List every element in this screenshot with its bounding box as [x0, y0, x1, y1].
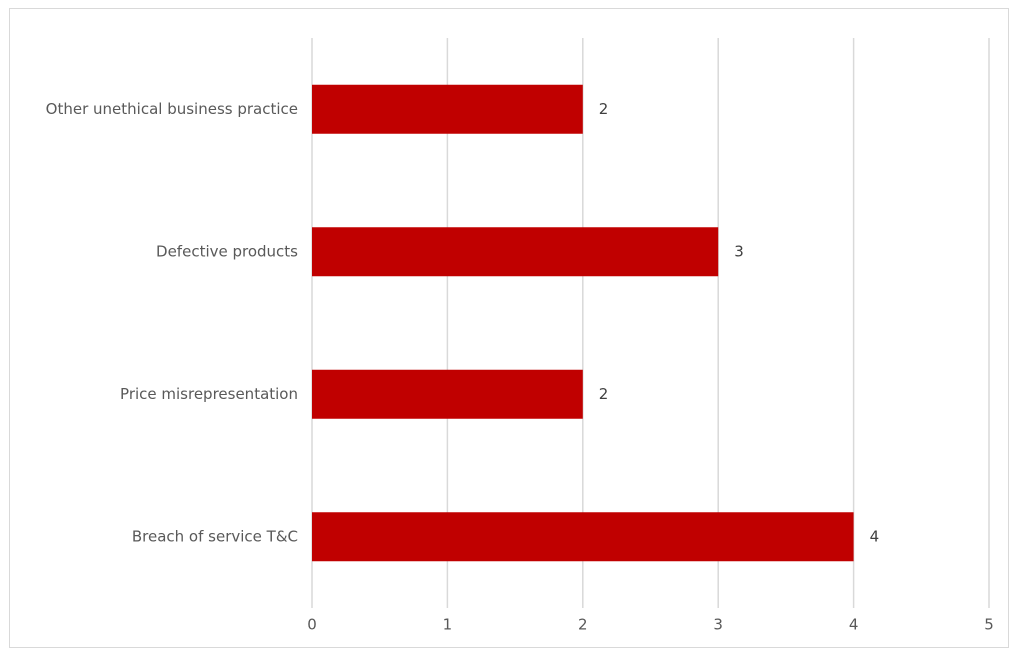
x-tick-label: 0	[307, 616, 317, 634]
bars	[312, 84, 854, 562]
data-label: 2	[599, 385, 609, 403]
category-label: Other unethical business practice	[46, 100, 298, 118]
data-label: 2	[599, 100, 609, 118]
bar	[312, 512, 854, 562]
bar	[312, 84, 583, 134]
bar	[312, 227, 719, 277]
category-label: Price misrepresentation	[120, 385, 298, 403]
data-label: 4	[870, 527, 880, 545]
x-tick-label: 2	[578, 616, 588, 634]
x-tick-label: 5	[984, 616, 994, 634]
x-tick-label: 4	[849, 616, 859, 634]
x-tick-label: 3	[713, 616, 723, 634]
category-label: Defective products	[156, 242, 298, 260]
category-label: Breach of service T&C	[132, 527, 298, 545]
x-tick-label: 1	[443, 616, 453, 634]
data-label: 3	[734, 242, 744, 260]
labels: 0 1 2 3 4 5 Other unethical business practice 2…	[46, 100, 994, 634]
bar	[312, 369, 583, 419]
